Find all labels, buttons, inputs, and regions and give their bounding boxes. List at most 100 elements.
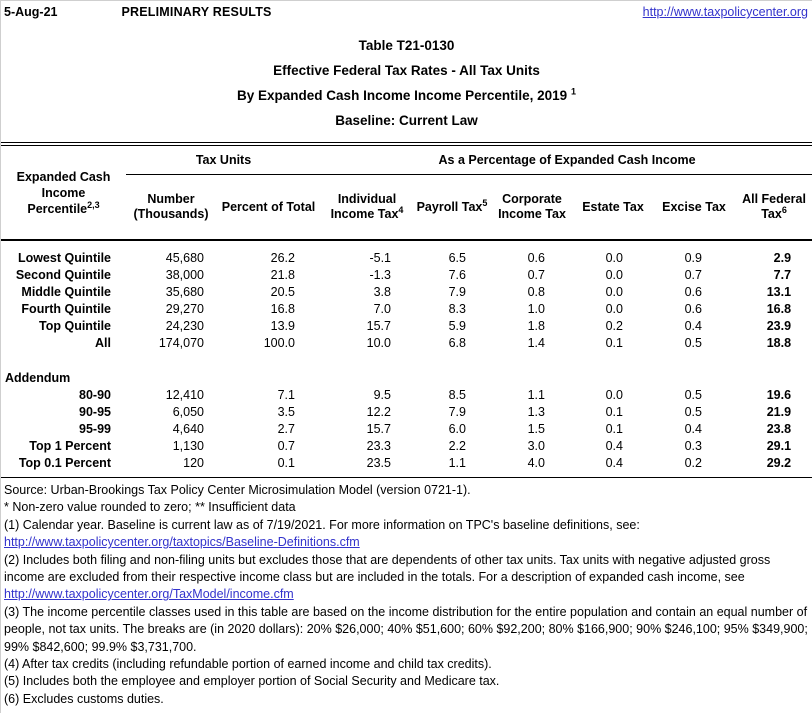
footnote-3: (3) The income percentile classes used i… bbox=[4, 604, 808, 654]
data-cell: 4,640 bbox=[172, 421, 204, 436]
group-header-tax-units: Tax Units bbox=[126, 144, 321, 175]
column-header-corporate-income-tax: Corporate Income Tax bbox=[491, 174, 573, 241]
source-note: Source: Urban-Brookings Tax Policy Cente… bbox=[4, 483, 471, 497]
addendum-label-row: Addendum bbox=[1, 369, 812, 386]
data-cell: 0.1 bbox=[605, 421, 623, 436]
footnote-5: (5) Includes both the employee and emplo… bbox=[4, 674, 500, 689]
table-row: Second Quintile 38,000 21.8 -1.3 7.6 0.7 0.0 0.… bbox=[1, 266, 812, 283]
tax-rates-table: Expanded Cash Income Percentile2,3 Tax U… bbox=[1, 142, 812, 478]
data-cell: 18.8 bbox=[766, 335, 792, 350]
data-cell: 3.5 bbox=[277, 404, 295, 419]
table-subtitle-text: By Expanded Cash Income Income Percentil… bbox=[237, 88, 568, 103]
data-cell: -5.1 bbox=[369, 250, 391, 265]
data-cell: 0.4 bbox=[605, 455, 623, 470]
data-cell: 0.0 bbox=[605, 250, 623, 265]
data-cell: 29.2 bbox=[766, 455, 792, 470]
data-cell: 45,680 bbox=[165, 250, 204, 265]
data-cell: 15.7 bbox=[366, 421, 391, 436]
data-cell: 1.1 bbox=[448, 455, 466, 470]
data-cell: 16.8 bbox=[766, 301, 792, 316]
table-row: Top 0.1 Percent 120 0.1 23.5 1.1 4.0 0.4 0.2 29.… bbox=[1, 454, 812, 478]
data-cell: 12,410 bbox=[165, 387, 204, 402]
column-header-payroll-tax: Payroll Tax5 bbox=[413, 174, 491, 241]
row-label: Lowest Quintile bbox=[17, 250, 111, 265]
data-cell: 26.2 bbox=[270, 250, 295, 265]
data-cell: 3.0 bbox=[527, 438, 545, 453]
column-header-number: Number (Thousands) bbox=[126, 174, 216, 241]
table-subtitle: By Expanded Cash Income Income Percentil… bbox=[1, 83, 812, 108]
data-cell: 8.5 bbox=[448, 387, 466, 402]
data-cell: 2.9 bbox=[773, 250, 792, 265]
table-row: Top Quintile 24,230 13.9 15.7 5.9 1.8 0.2 0.4 23… bbox=[1, 317, 812, 334]
data-cell: 29.1 bbox=[766, 438, 792, 453]
table-number-title: Table T21-0130 bbox=[358, 38, 455, 53]
data-cell: 0.3 bbox=[684, 438, 702, 453]
data-cell: 12.2 bbox=[366, 404, 391, 419]
data-cell: 16.8 bbox=[270, 301, 295, 316]
footnote-1: (1) Calendar year. Baseline is current l… bbox=[4, 517, 640, 532]
data-cell: 23.8 bbox=[766, 421, 792, 436]
row-label: Top 1 Percent bbox=[29, 438, 111, 453]
data-cell: 7.7 bbox=[773, 267, 792, 282]
data-cell: 10.0 bbox=[366, 335, 391, 350]
data-cell: 0.6 bbox=[684, 284, 702, 299]
data-cell: 0.1 bbox=[277, 455, 295, 470]
data-cell: 13.1 bbox=[766, 284, 792, 299]
column-header-excise-tax: Excise Tax bbox=[653, 174, 735, 241]
table-row: Fourth Quintile 29,270 16.8 7.0 8.3 1.0 0.0 0.6… bbox=[1, 300, 812, 317]
data-cell: 0.5 bbox=[684, 335, 702, 350]
row-label: Fourth Quintile bbox=[21, 301, 111, 316]
data-cell: 0.5 bbox=[684, 404, 702, 419]
addendum-rows-body: 80-90 12,410 7.1 9.5 8.5 1.1 0.0 0.5 19.6 90-95 6,… bbox=[1, 386, 812, 478]
data-cell: 5.9 bbox=[448, 318, 466, 333]
data-cell: 0.1 bbox=[605, 335, 623, 350]
data-cell: 0.1 bbox=[605, 404, 623, 419]
row-label: Second Quintile bbox=[15, 267, 111, 282]
data-cell: 0.7 bbox=[684, 267, 702, 282]
table-row: 90-95 6,050 3.5 12.2 7.9 1.3 0.1 0.5 21.9 bbox=[1, 403, 812, 420]
row-header-title: Expanded Cash Income Percentile2,3 bbox=[1, 144, 126, 241]
addendum-header-body: Addendum bbox=[1, 351, 812, 386]
footnote-4: (4) After tax credits (including refunda… bbox=[4, 657, 492, 672]
column-header-individual-income-tax: Individual Income Tax4 bbox=[321, 174, 413, 241]
data-cell: 1.3 bbox=[527, 404, 545, 419]
data-cell: 38,000 bbox=[165, 267, 204, 282]
table-row: 95-99 4,640 2.7 15.7 6.0 1.5 0.1 0.4 23.8 bbox=[1, 420, 812, 437]
data-cell: 1.8 bbox=[527, 318, 545, 333]
data-cell: 6.0 bbox=[448, 421, 466, 436]
data-cell: 1.1 bbox=[527, 387, 545, 402]
data-cell: 120 bbox=[183, 455, 204, 470]
date-label: 5-Aug-21 bbox=[4, 5, 58, 19]
data-cell: 29,270 bbox=[165, 301, 204, 316]
data-cell: 24,230 bbox=[165, 318, 204, 333]
data-cell: 9.5 bbox=[373, 387, 391, 402]
data-cell: 174,070 bbox=[158, 335, 204, 350]
footnote-6: (6) Excludes customs duties. bbox=[4, 691, 164, 706]
baseline-definitions-link[interactable]: http://www.taxpolicycenter.org/taxtopics… bbox=[4, 535, 360, 550]
top-bar: 5-Aug-21 PRELIMINARY RESULTS http://www.… bbox=[1, 1, 812, 19]
footnote-2: (2) Includes both filing and non-filing … bbox=[4, 552, 771, 585]
data-cell: 1.5 bbox=[527, 421, 545, 436]
row-label: 90-95 bbox=[79, 404, 111, 419]
data-cell: 7.1 bbox=[277, 387, 295, 402]
table-row: Top 1 Percent 1,130 0.7 23.3 2.2 3.0 0.4 0.3 29.… bbox=[1, 437, 812, 454]
data-cell: 100.0 bbox=[263, 335, 295, 350]
symbols-note: * Non-zero value rounded to zero; ** Ins… bbox=[4, 500, 296, 515]
data-cell: 0.6 bbox=[527, 250, 545, 265]
data-cell: 6.5 bbox=[448, 250, 466, 265]
row-label: All bbox=[95, 335, 111, 350]
baseline-title: Baseline: Current Law bbox=[335, 113, 478, 128]
data-cell: 20.5 bbox=[270, 284, 295, 299]
data-cell: 1.4 bbox=[527, 335, 545, 350]
taxpolicycenter-link[interactable]: http://www.taxpolicycenter.org bbox=[642, 5, 808, 19]
group-header-percentage: As a Percentage of Expanded Cash Income bbox=[321, 144, 812, 175]
table-row: Middle Quintile 35,680 20.5 3.8 7.9 0.8 0.0 0.6… bbox=[1, 283, 812, 300]
data-cell: 19.6 bbox=[766, 387, 792, 402]
data-cell: 1.0 bbox=[527, 301, 545, 316]
spacer-row bbox=[1, 351, 812, 369]
column-header-percent-of-total: Percent of Total bbox=[216, 174, 321, 241]
income-definition-link[interactable]: http://www.taxpolicycenter.org/TaxModel/… bbox=[4, 587, 294, 602]
row-label: 95-99 bbox=[79, 421, 111, 436]
data-cell: 0.7 bbox=[527, 267, 545, 282]
